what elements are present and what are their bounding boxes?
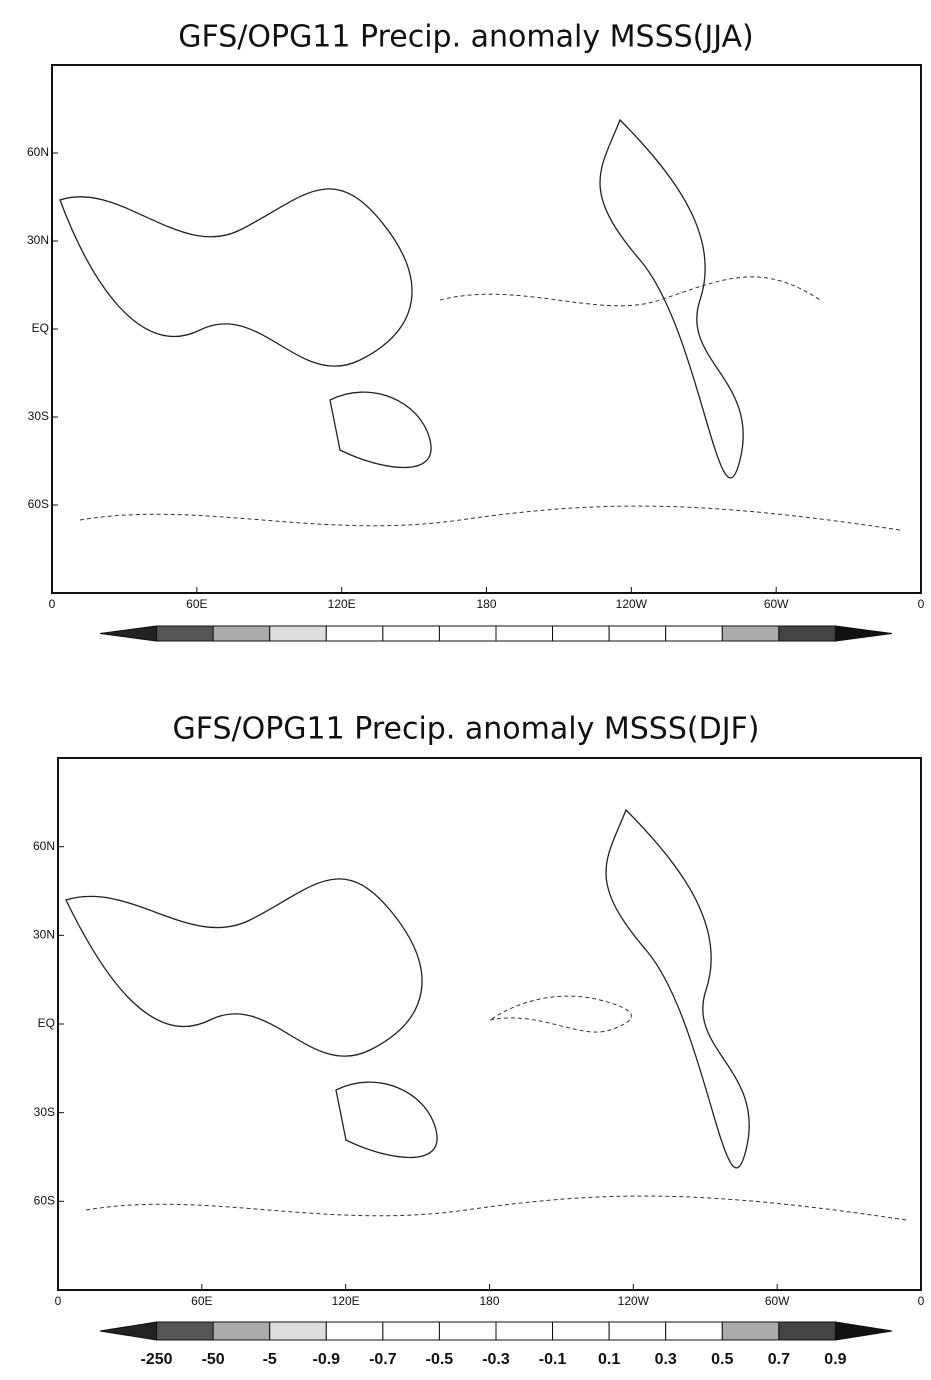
x-tick-label: 60E [191,1294,212,1308]
x-tick-label: 60W [765,1294,790,1308]
colorbar-segment [608,1321,667,1341]
x-tick-label: 180 [476,597,496,611]
colorbar-label: -0.9 [312,1351,340,1368]
colorbar-segment [325,625,384,642]
colorbar-segment [778,625,836,642]
colorbar-segment [495,625,554,642]
y-tick-label: 60N [33,839,55,853]
map-frame [51,64,922,594]
colorbar-segment [269,1321,327,1341]
colorbar-segment [382,1321,440,1341]
colorbar-segment [721,1321,780,1341]
x-tick-label: 120E [328,597,356,611]
colorbar-label: -50 [202,1351,225,1368]
colorbar-segment [778,1321,836,1341]
colorbar-label: -0.1 [539,1351,567,1368]
x-tick-label: 60W [764,597,789,611]
colorbar-label: -0.5 [426,1351,454,1368]
colorbar-segment [834,1321,893,1341]
y-tick-label: 60S [28,497,49,511]
colorbar-segment [156,625,214,642]
x-tick-label: 60E [186,597,207,611]
colorbar-segment [212,1321,271,1341]
panel-title: GFS/OPG11 Precip. anomaly MSSS(DJF) [172,712,759,747]
x-tick-label: 0 [918,1294,925,1308]
x-tick-label: 0 [49,597,56,611]
colorbar-segment [269,625,327,642]
x-tick-label: 120W [618,1294,650,1308]
x-tick-label: 180 [479,1294,499,1308]
colorbar-segment [552,1321,610,1341]
colorbar-label: -0.7 [369,1351,397,1368]
y-tick-label: 30S [34,1105,55,1119]
y-tick-label: 30N [27,233,49,247]
colorbar-segment [212,625,271,642]
colorbar-segment [495,1321,554,1341]
colorbar-segment [834,625,893,642]
colorbar-label: 0.1 [598,1351,620,1368]
y-tick-label: 30N [33,928,55,942]
colorbar-label: 0.3 [655,1351,677,1368]
colorbar-label: 0.9 [824,1351,846,1368]
colorbar-segment [665,1321,723,1341]
colorbar-label: -250 [141,1351,173,1368]
colorbar-segment [99,1321,158,1341]
colorbar-segment [438,625,497,642]
x-tick-label: 0 [55,1294,62,1308]
colorbar-segment [438,1321,497,1341]
y-tick-label: 30S [28,409,49,423]
colorbar-segment [721,625,780,642]
colorbar-label: 0.5 [711,1351,733,1368]
colorbar-segment [325,1321,384,1341]
y-tick-label: EQ [32,321,49,335]
colorbar-segment [156,1321,214,1341]
colorbar-label: -0.3 [482,1351,510,1368]
colorbar-segment [99,625,158,642]
colorbar-label: 0.7 [768,1351,790,1368]
x-tick-label: 0 [918,597,925,611]
map-frame [57,757,922,1291]
x-tick-label: 120E [332,1294,360,1308]
colorbar-segment [665,625,723,642]
x-tick-label: 120W [616,597,648,611]
colorbar-label: -5 [263,1351,277,1368]
panel-title: GFS/OPG11 Precip. anomaly MSSS(JJA) [178,20,754,55]
y-tick-label: 60N [27,145,49,159]
y-tick-label: EQ [38,1016,55,1030]
colorbar-segment [608,625,667,642]
colorbar-segment [552,625,610,642]
map-decoration [59,118,907,1221]
y-tick-label: 60S [34,1194,55,1208]
colorbar-segment [382,625,440,642]
